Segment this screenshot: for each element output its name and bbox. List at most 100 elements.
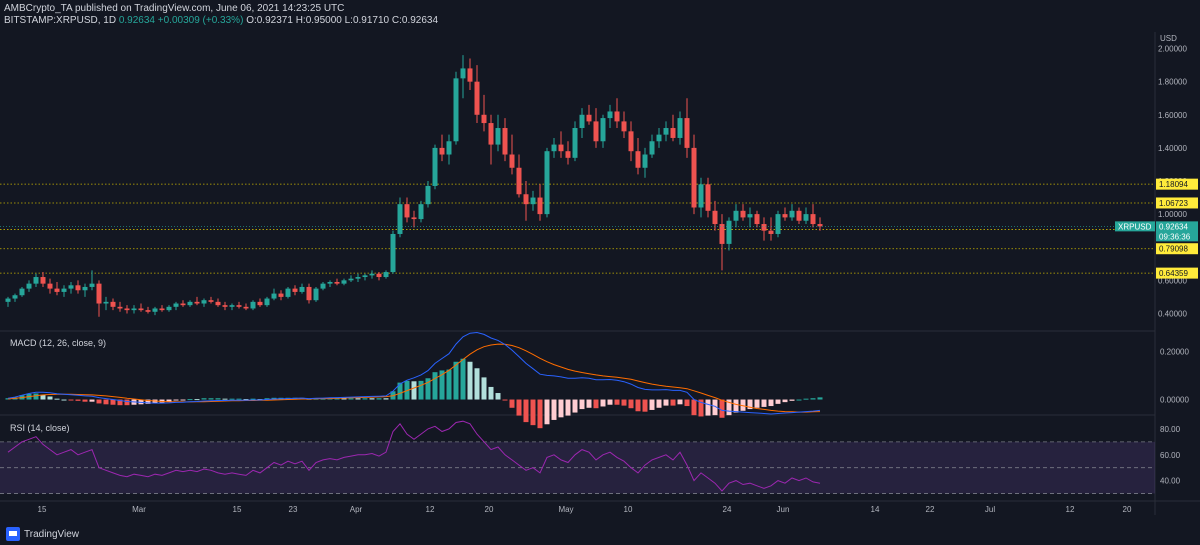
macd-histogram-bar bbox=[565, 399, 571, 416]
candle-body bbox=[82, 286, 88, 291]
price-tick-label: 1.60000 bbox=[1158, 111, 1187, 120]
candle-body bbox=[635, 151, 641, 168]
macd-histogram-bar bbox=[754, 399, 760, 408]
candle-body bbox=[243, 306, 249, 309]
candle-body bbox=[250, 301, 256, 309]
macd-histogram-bar bbox=[173, 399, 179, 401]
macd-signal-line bbox=[7, 343, 821, 413]
macd-histogram-bar bbox=[432, 372, 438, 400]
macd-histogram-bar bbox=[621, 399, 627, 406]
macd-histogram-bar bbox=[698, 399, 704, 417]
macd-histogram-bar bbox=[334, 398, 340, 400]
countdown-label: 09:36:36 bbox=[1159, 232, 1191, 241]
macd-tick-label: 0.20000 bbox=[1160, 347, 1189, 356]
candle-body bbox=[670, 128, 676, 138]
symbol-label: XRPUSD bbox=[1118, 222, 1152, 231]
level-label: 0.79098 bbox=[1159, 245, 1188, 254]
candle-body bbox=[656, 134, 662, 142]
macd-histogram-bar bbox=[670, 399, 676, 406]
candle-body bbox=[117, 306, 123, 309]
macd-histogram-bar bbox=[530, 399, 536, 426]
candle-body bbox=[488, 123, 494, 145]
macd-histogram-bar bbox=[418, 380, 424, 400]
candle-body bbox=[166, 306, 172, 311]
candle-body bbox=[54, 288, 60, 292]
macd-histogram-bar bbox=[656, 399, 662, 408]
candle-body bbox=[684, 118, 690, 148]
macd-histogram-bar bbox=[222, 398, 228, 400]
candle-body bbox=[586, 114, 592, 122]
macd-histogram-bar bbox=[215, 398, 221, 400]
footer-brand[interactable]: TradingView bbox=[6, 527, 79, 541]
candle-body bbox=[19, 288, 25, 296]
candle-body bbox=[278, 293, 284, 297]
candle-body bbox=[446, 141, 452, 155]
macd-histogram-bar bbox=[68, 399, 74, 401]
level-label-box bbox=[1156, 178, 1198, 190]
level-label: 1.18094 bbox=[1159, 180, 1188, 189]
time-tick-label: 20 bbox=[1123, 505, 1132, 514]
macd-histogram-bar bbox=[600, 399, 606, 407]
macd-histogram-bar bbox=[341, 398, 347, 400]
high-value: H:0.95000 bbox=[295, 15, 342, 26]
candle-body bbox=[75, 285, 81, 291]
candle-body bbox=[201, 300, 207, 304]
candle-body bbox=[103, 301, 109, 304]
macd-histogram-bar bbox=[47, 396, 53, 400]
candle-body bbox=[551, 144, 557, 152]
candle-body bbox=[726, 220, 732, 244]
candle-body bbox=[376, 273, 382, 278]
macd-histogram-bar bbox=[733, 399, 739, 413]
macd-histogram-bar bbox=[467, 361, 473, 400]
time-tick-label: 12 bbox=[426, 505, 435, 514]
macd-histogram-bar bbox=[572, 399, 578, 413]
time-tick-label: May bbox=[558, 505, 573, 514]
level-label-box bbox=[1156, 267, 1198, 279]
candle-body bbox=[733, 210, 739, 221]
macd-histogram-bar bbox=[236, 398, 242, 400]
macd-histogram-bar bbox=[166, 399, 172, 402]
macd-histogram-bar bbox=[544, 399, 550, 425]
macd-histogram-bar bbox=[586, 399, 592, 408]
candle-body bbox=[705, 184, 711, 211]
candle-body bbox=[817, 224, 823, 227]
candle-body bbox=[558, 144, 564, 152]
candle-body bbox=[453, 78, 459, 142]
macd-histogram-bar bbox=[719, 399, 725, 418]
macd-histogram-bar bbox=[208, 398, 214, 400]
candle-body bbox=[306, 286, 312, 301]
macd-histogram-bar bbox=[663, 399, 669, 406]
macd-histogram-bar bbox=[789, 399, 795, 401]
current-price-label: 0.92634 bbox=[1159, 222, 1188, 231]
macd-histogram-bar bbox=[768, 399, 774, 407]
candle-body bbox=[327, 281, 333, 284]
macd-line bbox=[7, 331, 821, 415]
macd-histogram-bar bbox=[502, 399, 508, 401]
macd-histogram-bar bbox=[747, 399, 753, 410]
candle-body bbox=[299, 286, 305, 292]
macd-histogram-bar bbox=[243, 399, 249, 401]
candle-body bbox=[768, 230, 774, 234]
macd-histogram-bar bbox=[201, 398, 207, 400]
macd-histogram-bar bbox=[117, 399, 123, 406]
candle-body bbox=[593, 121, 599, 142]
macd-histogram-bar bbox=[383, 398, 389, 400]
candle-body bbox=[754, 214, 760, 225]
candle-body bbox=[369, 273, 375, 276]
candle-body bbox=[432, 147, 438, 186]
candle-body bbox=[404, 204, 410, 218]
candle-body bbox=[691, 147, 697, 208]
price-tick-label: 0.40000 bbox=[1158, 309, 1187, 318]
time-tick-label: Apr bbox=[350, 505, 363, 514]
level-label: 1.06723 bbox=[1159, 199, 1188, 208]
time-tick-label: 22 bbox=[926, 505, 935, 514]
candle-body bbox=[334, 281, 340, 284]
candle-body bbox=[362, 275, 368, 278]
price-tick-label: 0.60000 bbox=[1158, 276, 1187, 285]
macd-histogram-bar bbox=[803, 398, 809, 400]
price-tick-label: 1.80000 bbox=[1158, 78, 1187, 87]
macd-histogram-bar bbox=[677, 399, 683, 405]
candle-body bbox=[292, 288, 298, 292]
candle-body bbox=[229, 305, 235, 307]
